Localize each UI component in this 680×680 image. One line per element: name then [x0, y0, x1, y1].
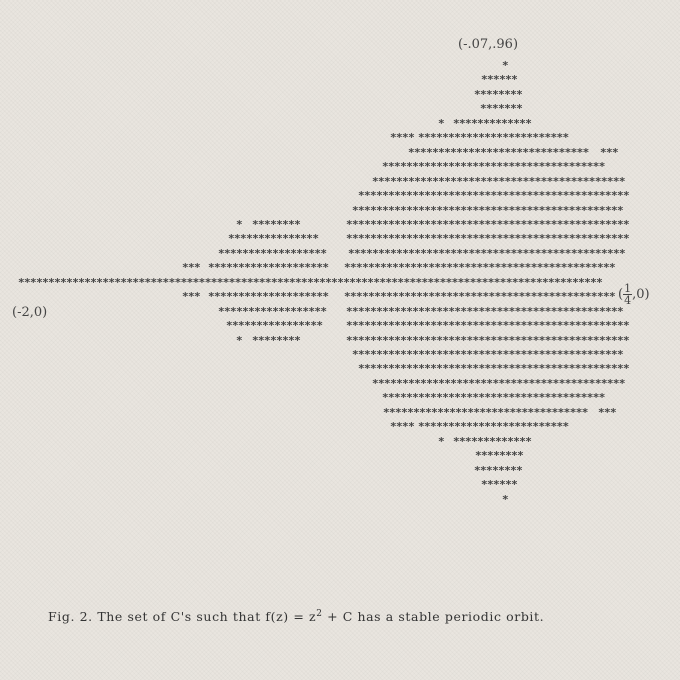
- asterisk-row-segment: ******************: [218, 246, 327, 260]
- asterisk-row-segment: ****************************************…: [346, 319, 630, 333]
- asterisk-row-segment: ****: [390, 131, 415, 145]
- label-right-prefix: (: [618, 287, 624, 302]
- asterisk-row-segment: *******: [480, 102, 523, 116]
- label-left-point: (-2,0): [12, 305, 48, 320]
- asterisk-row-segment: ****************************************…: [346, 217, 630, 231]
- asterisk-row-segment: ***************: [228, 232, 319, 246]
- caption-prefix: Fig. 2. The set of C's such that f(z) = …: [48, 609, 317, 625]
- caption-suffix: + C has a stable periodic orbit.: [322, 609, 545, 625]
- mandelbrot-asterisk-plot: * ****** ******** ******* * ************* ****…: [18, 59, 630, 506]
- asterisk-row-segment: ********: [474, 463, 523, 477]
- asterisk-row-segment: ****************************************…: [344, 261, 616, 275]
- asterisk-row-segment: ****************************************…: [352, 203, 624, 217]
- asterisk-row-segment: *************: [453, 434, 532, 448]
- asterisk-row-segment: *************************************: [382, 391, 605, 405]
- asterisk-row-segment: **********************************: [383, 405, 588, 419]
- asterisk-row-segment: ***: [600, 145, 619, 159]
- asterisk-row-segment: ****************************************…: [352, 348, 624, 361]
- asterisk-row-segment: ***: [598, 405, 617, 419]
- asterisk-row-segment: ****************************************…: [358, 189, 630, 203]
- asterisk-row-segment: ******: [481, 478, 518, 492]
- asterisk-row-segment: *: [438, 434, 445, 448]
- label-right-suffix: ,0): [632, 287, 650, 302]
- asterisk-row-segment: *: [236, 333, 243, 347]
- label-top-point: (-.07,.96): [458, 37, 519, 52]
- asterisk-row-segment: *: [502, 492, 509, 506]
- asterisk-row-segment: ****************************************…: [372, 174, 626, 188]
- asterisk-row-segment: ******************: [218, 304, 327, 318]
- asterisk-row-segment: *************************: [418, 131, 569, 145]
- asterisk-row-segment: ********************: [208, 261, 329, 275]
- asterisk-row-segment: ****************************************…: [346, 333, 630, 347]
- asterisk-row-segment: ********: [252, 217, 301, 231]
- asterisk-row-segment: ****************************************…: [346, 232, 630, 246]
- asterisk-row-segment: ****************************************…: [358, 362, 630, 376]
- asterisk-row-segment: *************************************: [382, 160, 605, 174]
- asterisk-row-segment: ********: [474, 87, 523, 101]
- asterisk-row-segment: ****************************************…: [18, 275, 603, 289]
- figure-caption: Fig. 2. The set of C's such that f(z) = …: [48, 609, 658, 624]
- asterisk-row-segment: ***: [182, 261, 201, 275]
- asterisk-row-segment: ****************: [226, 319, 323, 333]
- asterisk-row-segment: ******: [481, 73, 518, 87]
- asterisk-row-segment: ****: [390, 420, 415, 434]
- label-right-numerator: 1: [623, 282, 633, 295]
- asterisk-row-segment: ********: [252, 333, 301, 347]
- asterisk-row-segment: ****************************************…: [346, 304, 624, 318]
- caption-exponent: 2: [316, 609, 323, 619]
- asterisk-row-segment: ******************************: [408, 145, 589, 159]
- asterisk-row-segment: *: [236, 217, 243, 231]
- asterisk-row-segment: *: [502, 59, 509, 72]
- asterisk-row-segment: *: [438, 116, 445, 130]
- asterisk-row-segment: ****************************************…: [372, 376, 626, 390]
- label-right-denominator: 4: [624, 294, 632, 307]
- label-right-point: (1 4,0): [618, 283, 650, 306]
- asterisk-row-segment: ***: [182, 290, 201, 304]
- asterisk-row-segment: ********: [475, 449, 524, 463]
- asterisk-row-segment: ****************************************…: [344, 290, 616, 304]
- asterisk-row-segment: *************: [453, 116, 532, 130]
- asterisk-row-segment: ****************************************…: [348, 246, 626, 260]
- asterisk-row-segment: ********************: [208, 290, 329, 304]
- asterisk-row-segment: *************************: [418, 420, 569, 434]
